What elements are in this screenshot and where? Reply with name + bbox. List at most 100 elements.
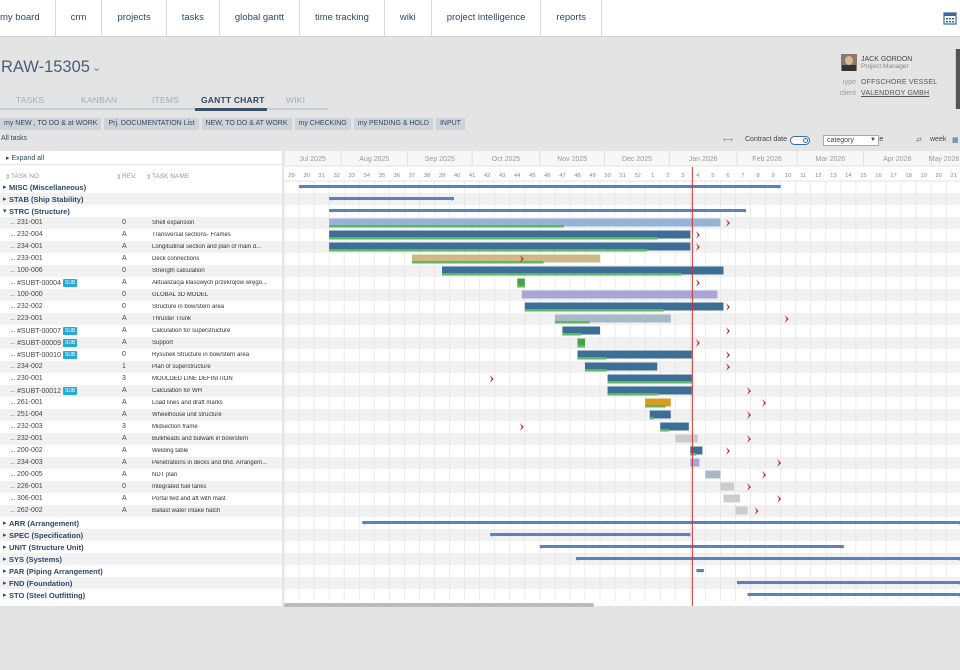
task-number[interactable]: 232-003 (17, 423, 43, 430)
task-row[interactable]: 100-000 0 GLOBAL 3D MODEL (0, 289, 282, 301)
col-task-no[interactable]: TASK NO (11, 173, 40, 180)
task-name[interactable]: GLOBAL 3D MODEL (152, 291, 209, 298)
task-row[interactable]: #SUBT-00004 SUB A Aktualizacja klasowych pr… (0, 277, 282, 289)
task-name[interactable]: Bulkheads and bulwark in bow/stern (152, 435, 249, 442)
chevron-right-icon[interactable]: ▸ (3, 579, 7, 587)
task-number[interactable]: 262-002 (17, 507, 43, 514)
task-name[interactable]: Rysunek Structure in bow/stern area (152, 351, 250, 358)
task-row[interactable]: #SUBT-00012 SUB A Calculation for WH (0, 385, 282, 397)
chevron-right-icon[interactable]: ▸ (3, 567, 7, 575)
task-name[interactable]: Load lines and draft marks (152, 399, 223, 406)
group-label[interactable]: STAB (Ship Stability) (9, 194, 84, 204)
task-name[interactable]: Welding table (152, 447, 189, 454)
task-number[interactable]: #SUBT-00004 SUB (17, 279, 78, 287)
swap-icon[interactable]: ⇄ (916, 137, 922, 144)
group-label[interactable]: PAR (Piping Arrangement) (9, 566, 103, 576)
task-name[interactable]: Deck connections (152, 255, 200, 262)
filter-input[interactable]: INPUT (435, 118, 465, 130)
expand-all-button[interactable]: ▸ Expand all (0, 151, 282, 165)
contract-date-toggle[interactable] (790, 136, 810, 145)
meta-client-link[interactable]: VALENDROY GMBH (861, 90, 930, 97)
task-number[interactable]: #SUBT-00009 SUB (17, 339, 78, 347)
task-number[interactable]: 200-005 (17, 471, 43, 478)
tab-gantt-chart[interactable]: GANTT CHART (201, 95, 265, 105)
chevron-down-icon[interactable]: ▾ (3, 207, 7, 215)
task-row[interactable]: 261-001 A Load lines and draft marks (0, 397, 282, 409)
task-row[interactable]: 234-002 1 Plan of superstructure (0, 361, 282, 373)
week-label[interactable]: week (930, 136, 947, 143)
nav-project-intelligence[interactable]: project intelligence (432, 0, 542, 36)
category-select[interactable]: category ▼ (823, 135, 879, 146)
task-number[interactable]: 234-002 (17, 363, 43, 370)
task-row[interactable]: 262-002 A Ballast water intake hatch (0, 505, 282, 517)
chevron-down-icon[interactable]: ⌄ (91, 62, 102, 74)
sort-icon[interactable]: ⇕ (5, 174, 11, 181)
task-row[interactable]: 233-001 A Deck connections (0, 253, 282, 265)
task-name[interactable]: Portal fwd and aft with mast (152, 495, 226, 502)
task-group-row[interactable]: ▸ STO (Steel Outfitting) (0, 589, 282, 601)
sort-icon[interactable]: ⇕ (146, 174, 152, 181)
tab-items[interactable]: ITEMS (152, 95, 179, 105)
task-row[interactable]: 234-003 A Penetrations in decks and bhd. A… (0, 457, 282, 469)
task-name[interactable]: Calculation for WH (152, 387, 203, 394)
task-row[interactable]: #SUBT-00009 SUB A Support (0, 337, 282, 349)
task-group-row[interactable]: ▾ STRC (Structure) (0, 205, 282, 217)
chevron-right-icon[interactable]: ▸ (3, 555, 7, 563)
task-name[interactable]: Calculation for superstructure (152, 327, 231, 334)
task-number[interactable]: #SUBT-00007 SUB (17, 327, 78, 335)
nav-projects[interactable]: projects (102, 0, 167, 36)
task-row[interactable]: #SUBT-00010 SUB 0 Rysunek Structure in bow/… (0, 349, 282, 361)
task-name[interactable]: Strength calculation (152, 267, 205, 274)
task-name[interactable]: Ballast water intake hatch (152, 507, 221, 514)
task-number[interactable]: 100-006 (17, 267, 43, 274)
group-label[interactable]: STRC (Structure) (9, 206, 70, 216)
task-group-row[interactable]: ▸ ARR (Arrangement) (0, 517, 282, 529)
task-row[interactable]: 226-001 0 Integrated fuel tanks (0, 481, 282, 493)
task-name[interactable]: NDT plan (152, 471, 178, 478)
task-number[interactable]: #SUBT-00010 SUB (17, 351, 78, 359)
task-name[interactable]: Penetrations in decks and bhd. Arrangem.… (152, 459, 268, 466)
nav-reports[interactable]: reports (541, 0, 602, 36)
group-label[interactable]: MISC (Miscellaneous) (9, 182, 87, 192)
task-number[interactable]: 232-001 (17, 435, 43, 442)
nav-global-gantt[interactable]: global gantt (220, 0, 301, 36)
col-rev[interactable]: REV. (122, 173, 137, 180)
task-number[interactable]: 233-001 (17, 255, 43, 262)
task-row[interactable]: 306-001 A Portal fwd and aft with mast (0, 493, 282, 505)
chevron-right-icon[interactable]: ▸ (3, 531, 7, 539)
chevron-right-icon[interactable]: ▸ (3, 519, 7, 527)
filter-my-new-todo[interactable]: my NEW , TO DO & at WORK (0, 118, 102, 130)
task-row[interactable]: 200-002 A Welding table (0, 445, 282, 457)
task-row[interactable]: #SUBT-00007 SUB A Calculation for superstru… (0, 325, 282, 337)
task-name[interactable]: MOULDED LINE DEFINITION (152, 375, 233, 382)
calendar-icon[interactable] (943, 11, 957, 25)
chevron-right-icon[interactable]: ▸ (3, 195, 7, 203)
filter-prj-documentation[interactable]: Prj. DOCUMENTATION List (104, 118, 199, 130)
filter-my-checking[interactable]: my CHECKING (294, 118, 351, 130)
resize-icon[interactable]: ⟷ (723, 137, 734, 144)
task-name[interactable]: Shell expansion (152, 219, 195, 226)
tab-kanban[interactable]: KANBAN (81, 95, 118, 105)
group-label[interactable]: STO (Steel Outfitting) (9, 590, 86, 600)
task-number[interactable]: 234-003 (17, 459, 43, 466)
task-number[interactable]: 100-000 (17, 291, 43, 298)
nav-tasks[interactable]: tasks (167, 0, 220, 36)
calendar-small-icon[interactable]: ▦ (952, 137, 959, 144)
task-name[interactable]: Longitudinal section and plan of main d.… (152, 243, 262, 250)
task-number[interactable]: 234-001 (17, 243, 43, 250)
task-group-row[interactable]: ▸ PAR (Piping Arrangement) (0, 565, 282, 577)
task-number[interactable]: 230-001 (17, 375, 43, 382)
task-number[interactable]: 261-001 (17, 399, 43, 406)
task-name[interactable]: Thruster Trunk (152, 315, 192, 322)
task-name[interactable]: Support (152, 339, 174, 346)
task-row[interactable]: 232-003 3 Midsection frame (0, 421, 282, 433)
sort-icon[interactable]: ⇕ (116, 174, 122, 181)
tab-tasks[interactable]: TASKS (16, 95, 45, 105)
group-label[interactable]: SYS (Systems) (9, 554, 62, 564)
task-number[interactable]: 306-001 (17, 495, 43, 502)
group-label[interactable]: UNIT (Structure Unit) (9, 542, 84, 552)
task-name[interactable]: Wheelhouse unit structure (152, 411, 222, 418)
task-group-row[interactable]: ▸ SYS (Systems) (0, 553, 282, 565)
task-row[interactable]: 232-004 A Transversal sections- Frames (0, 229, 282, 241)
task-name[interactable]: Midsection frame (152, 423, 198, 430)
